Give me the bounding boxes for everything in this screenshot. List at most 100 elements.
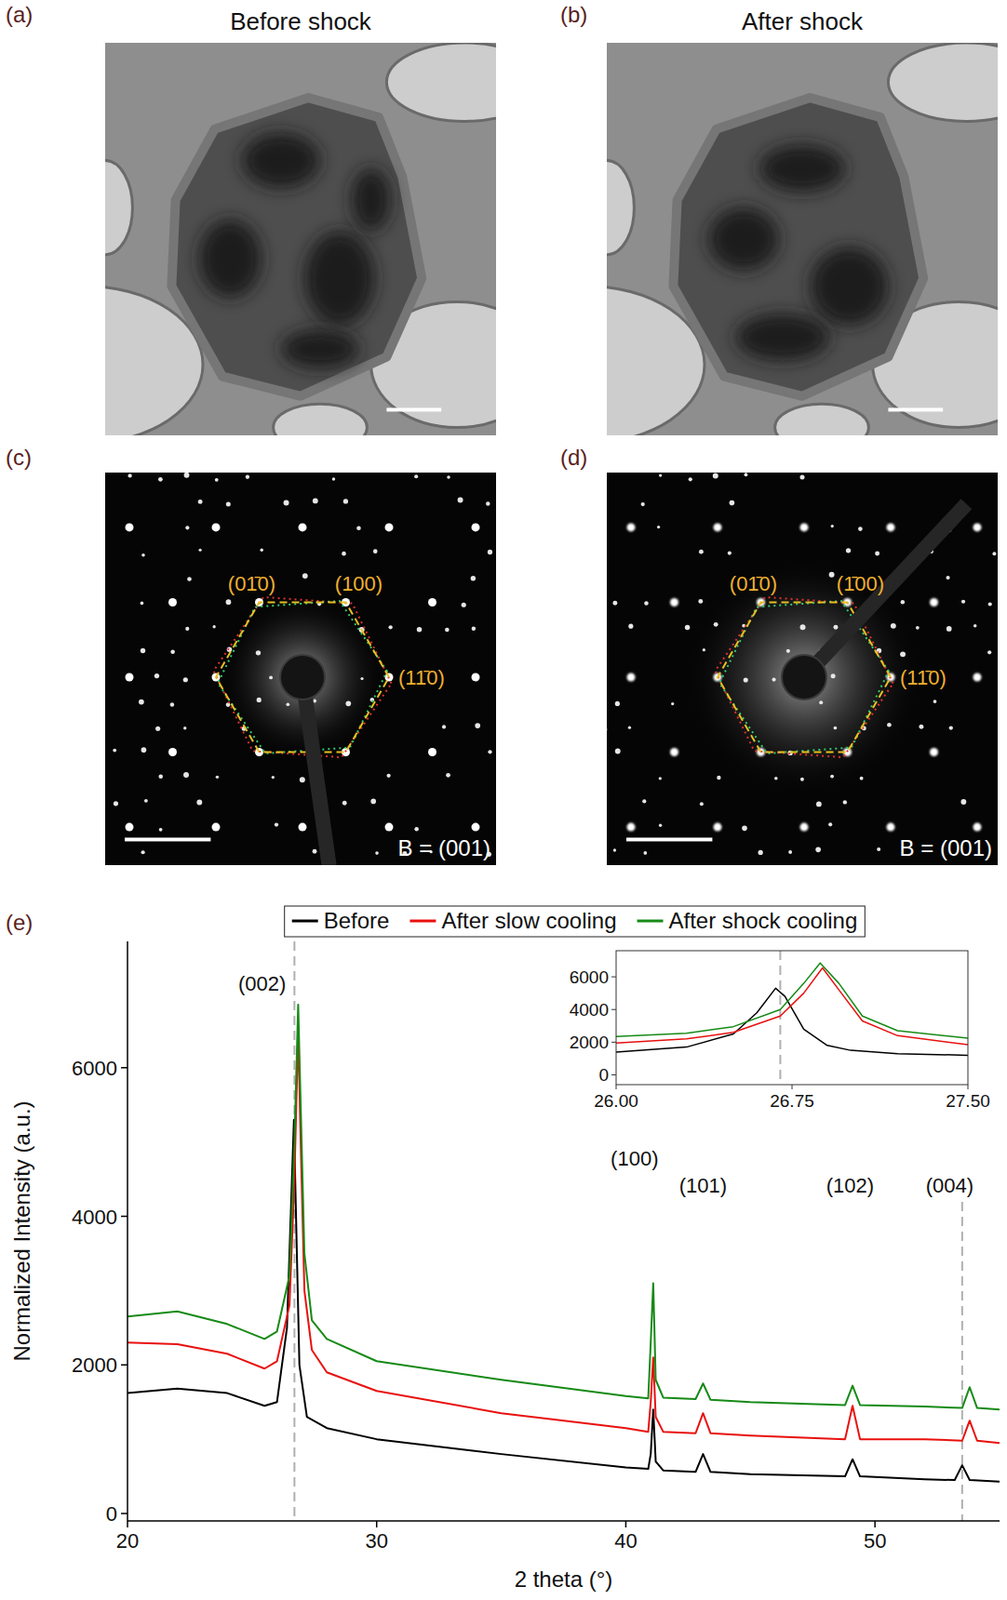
spot: [168, 598, 177, 607]
weak-spot: [858, 526, 863, 532]
weak-spot: [312, 497, 319, 504]
hole: [775, 403, 870, 436]
weak-spot: [226, 599, 232, 605]
weak-spot: [259, 549, 263, 552]
inset-x-tick: [792, 1085, 793, 1090]
panel-title: Before shock: [229, 7, 373, 36]
x-tick-label: 40: [614, 1530, 637, 1554]
weak-spot: [183, 772, 189, 779]
spot: [670, 748, 679, 757]
peak-label: (102): [826, 1174, 874, 1198]
weak-spot: [183, 677, 188, 683]
weak-spot: [140, 602, 145, 606]
spot-label: (11̄0): [398, 666, 445, 690]
weak-spot: [158, 774, 163, 779]
weak-spot: [828, 822, 833, 827]
y-tick: [120, 1513, 128, 1516]
inset-series-line: [616, 963, 968, 1039]
weak-spot: [370, 799, 376, 806]
reference-line: [961, 1202, 964, 1522]
weak-spot: [416, 627, 423, 633]
spot: [471, 523, 481, 532]
weak-spot: [187, 577, 192, 582]
y-tick-label: 2000: [71, 1354, 118, 1378]
weak-spot: [886, 723, 892, 728]
hexagon-yellow: [717, 602, 891, 752]
weak-spot: [859, 777, 864, 781]
y-tick-label: 0: [106, 1503, 118, 1527]
diffraction-image: [606, 472, 998, 866]
weak-spot: [445, 773, 451, 779]
weak-spot: [800, 624, 806, 631]
panel-label: (b): [560, 1, 588, 27]
weak-spot: [442, 725, 446, 729]
weak-spot: [196, 800, 202, 806]
spot: [125, 523, 135, 532]
weak-spot: [112, 749, 117, 753]
weak-spot: [973, 624, 978, 629]
weak-spot: [285, 702, 290, 707]
diffraction-image: [105, 472, 497, 866]
panel-label: (d): [560, 444, 588, 470]
spot: [713, 823, 723, 833]
inset-x-tick-label: 26.00: [593, 1091, 639, 1112]
weak-spot: [158, 477, 163, 483]
inset-series-line: [616, 988, 968, 1056]
weak-spot: [874, 550, 880, 556]
weak-spot: [829, 572, 835, 578]
y-tick-label: 6000: [71, 1057, 118, 1081]
spot: [298, 823, 308, 833]
contrast-blob: [241, 133, 321, 188]
weak-spot: [946, 626, 953, 632]
weak-spot: [833, 726, 838, 731]
weak-spot: [154, 673, 160, 679]
weak-spot: [843, 800, 847, 805]
spot: [973, 523, 982, 532]
weak-spot: [170, 649, 175, 655]
spot: [800, 523, 809, 532]
weak-spot: [444, 628, 450, 633]
weak-spot: [845, 548, 851, 553]
weak-spot: [255, 650, 261, 656]
micrograph: [469, 42, 1007, 452]
weak-spot: [388, 625, 392, 630]
inset-x-tick: [616, 1085, 618, 1090]
legend-item: After shock cooling: [637, 908, 859, 934]
weak-spot: [342, 801, 348, 806]
weak-spot: [992, 551, 996, 556]
particle: [672, 97, 924, 397]
weak-spot: [613, 848, 617, 852]
weak-spot: [185, 627, 189, 632]
weak-spot: [819, 700, 823, 705]
weak-spot: [615, 749, 621, 755]
weak-spot: [945, 576, 950, 580]
spot: [929, 598, 939, 607]
weak-spot: [628, 726, 632, 730]
x-tick: [375, 1521, 378, 1529]
inset-background: [616, 951, 968, 1086]
weak-spot: [987, 650, 992, 655]
weak-spot: [414, 827, 419, 833]
x-tick: [873, 1521, 876, 1529]
reference-line: [293, 941, 296, 1522]
inset-x-tick-label: 26.75: [769, 1091, 815, 1112]
weak-spot: [127, 473, 132, 478]
spot: [385, 823, 394, 833]
x-tick-label: 30: [364, 1530, 388, 1554]
weak-spot: [268, 676, 273, 681]
weak-spot: [743, 677, 749, 683]
weak-spot: [641, 502, 645, 507]
weak-spot: [758, 850, 764, 856]
weak-spot: [155, 726, 161, 732]
contrast-blob: [281, 329, 360, 369]
spot: [471, 673, 481, 683]
weak-spot: [226, 501, 231, 507]
weak-spot: [684, 625, 690, 631]
x-axis-title: 2 theta (°): [514, 1567, 614, 1593]
background: [105, 472, 497, 866]
hexagon-red: [213, 597, 391, 758]
weak-spot: [184, 472, 190, 479]
peak-label: (004): [926, 1174, 974, 1198]
series-line: [127, 1031, 1000, 1444]
weak-spot: [214, 478, 219, 483]
